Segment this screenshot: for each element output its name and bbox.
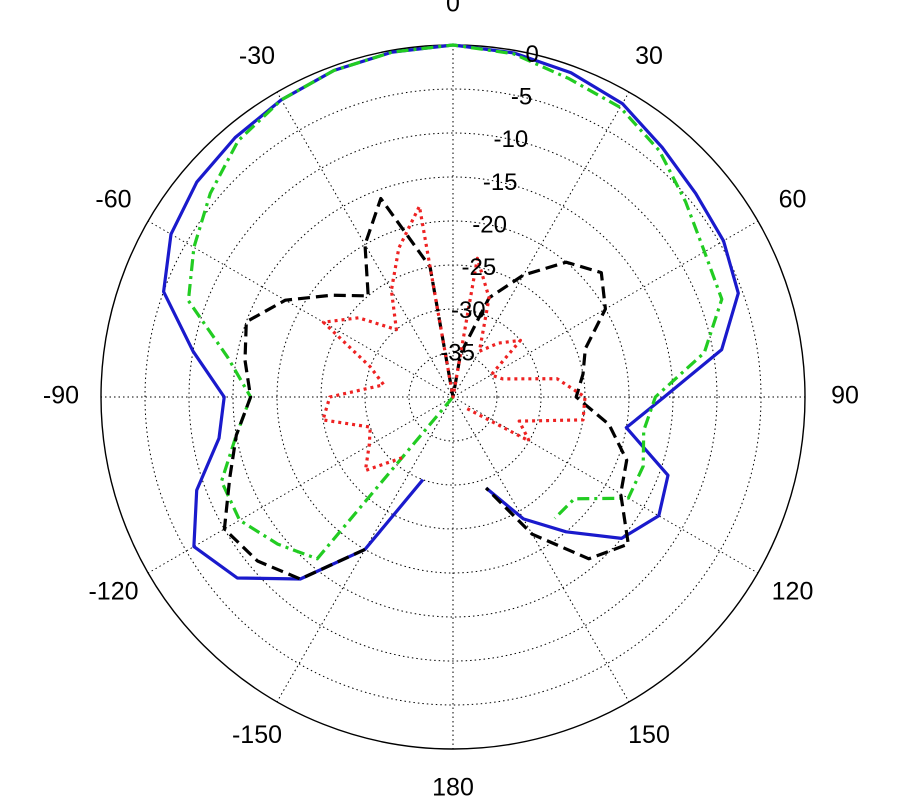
series-layer xyxy=(162,43,740,581)
radial-tick-label: 0 xyxy=(526,41,539,68)
grid-spoke xyxy=(147,396,454,574)
series-line-4 xyxy=(321,204,587,473)
radial-tick-label: -30 xyxy=(451,297,486,324)
radial-tick-label: -15 xyxy=(483,169,518,196)
radial-tick-label: -25 xyxy=(462,254,497,281)
grid-spoke xyxy=(147,220,454,398)
grid-circle xyxy=(188,132,718,662)
angle-tick-label: 180 xyxy=(432,774,474,800)
grid-spoke xyxy=(452,91,630,398)
grid-circle xyxy=(232,176,674,618)
grid-spoke xyxy=(452,396,759,574)
angle-tick-label: 120 xyxy=(772,578,814,606)
angle-tick-label: -60 xyxy=(95,186,131,214)
radial-tick-label: -20 xyxy=(472,212,507,239)
radial-tick-label: -5 xyxy=(511,83,532,110)
radial-tick-label: -10 xyxy=(494,126,529,153)
grid-spoke xyxy=(276,91,454,398)
grid-circle xyxy=(364,308,542,486)
grid-circle xyxy=(408,352,498,442)
angle-tick-label: 30 xyxy=(635,42,663,70)
angle-tick-label: 60 xyxy=(779,186,807,214)
angle-tick-label: -30 xyxy=(239,42,275,70)
grid-spoke xyxy=(452,396,630,703)
angle-tick-label: -120 xyxy=(88,578,138,606)
series-line-2 xyxy=(186,43,724,561)
tick-labels: 0 30 60 90 120 150 180 -150 -120 -90 -60 -30 0 -5 -10 -… xyxy=(43,0,859,800)
angle-tick-label: -90 xyxy=(43,382,79,410)
series-line-3 xyxy=(222,196,630,581)
angle-tick-label: 90 xyxy=(831,382,859,410)
polar-grid xyxy=(100,44,806,750)
radial-tick-label: -35 xyxy=(440,340,475,367)
angle-tick-label: 0 xyxy=(446,0,460,18)
grid-circle xyxy=(144,88,762,706)
angle-tick-label: 150 xyxy=(628,721,670,749)
angle-tick-label: -150 xyxy=(232,721,282,749)
